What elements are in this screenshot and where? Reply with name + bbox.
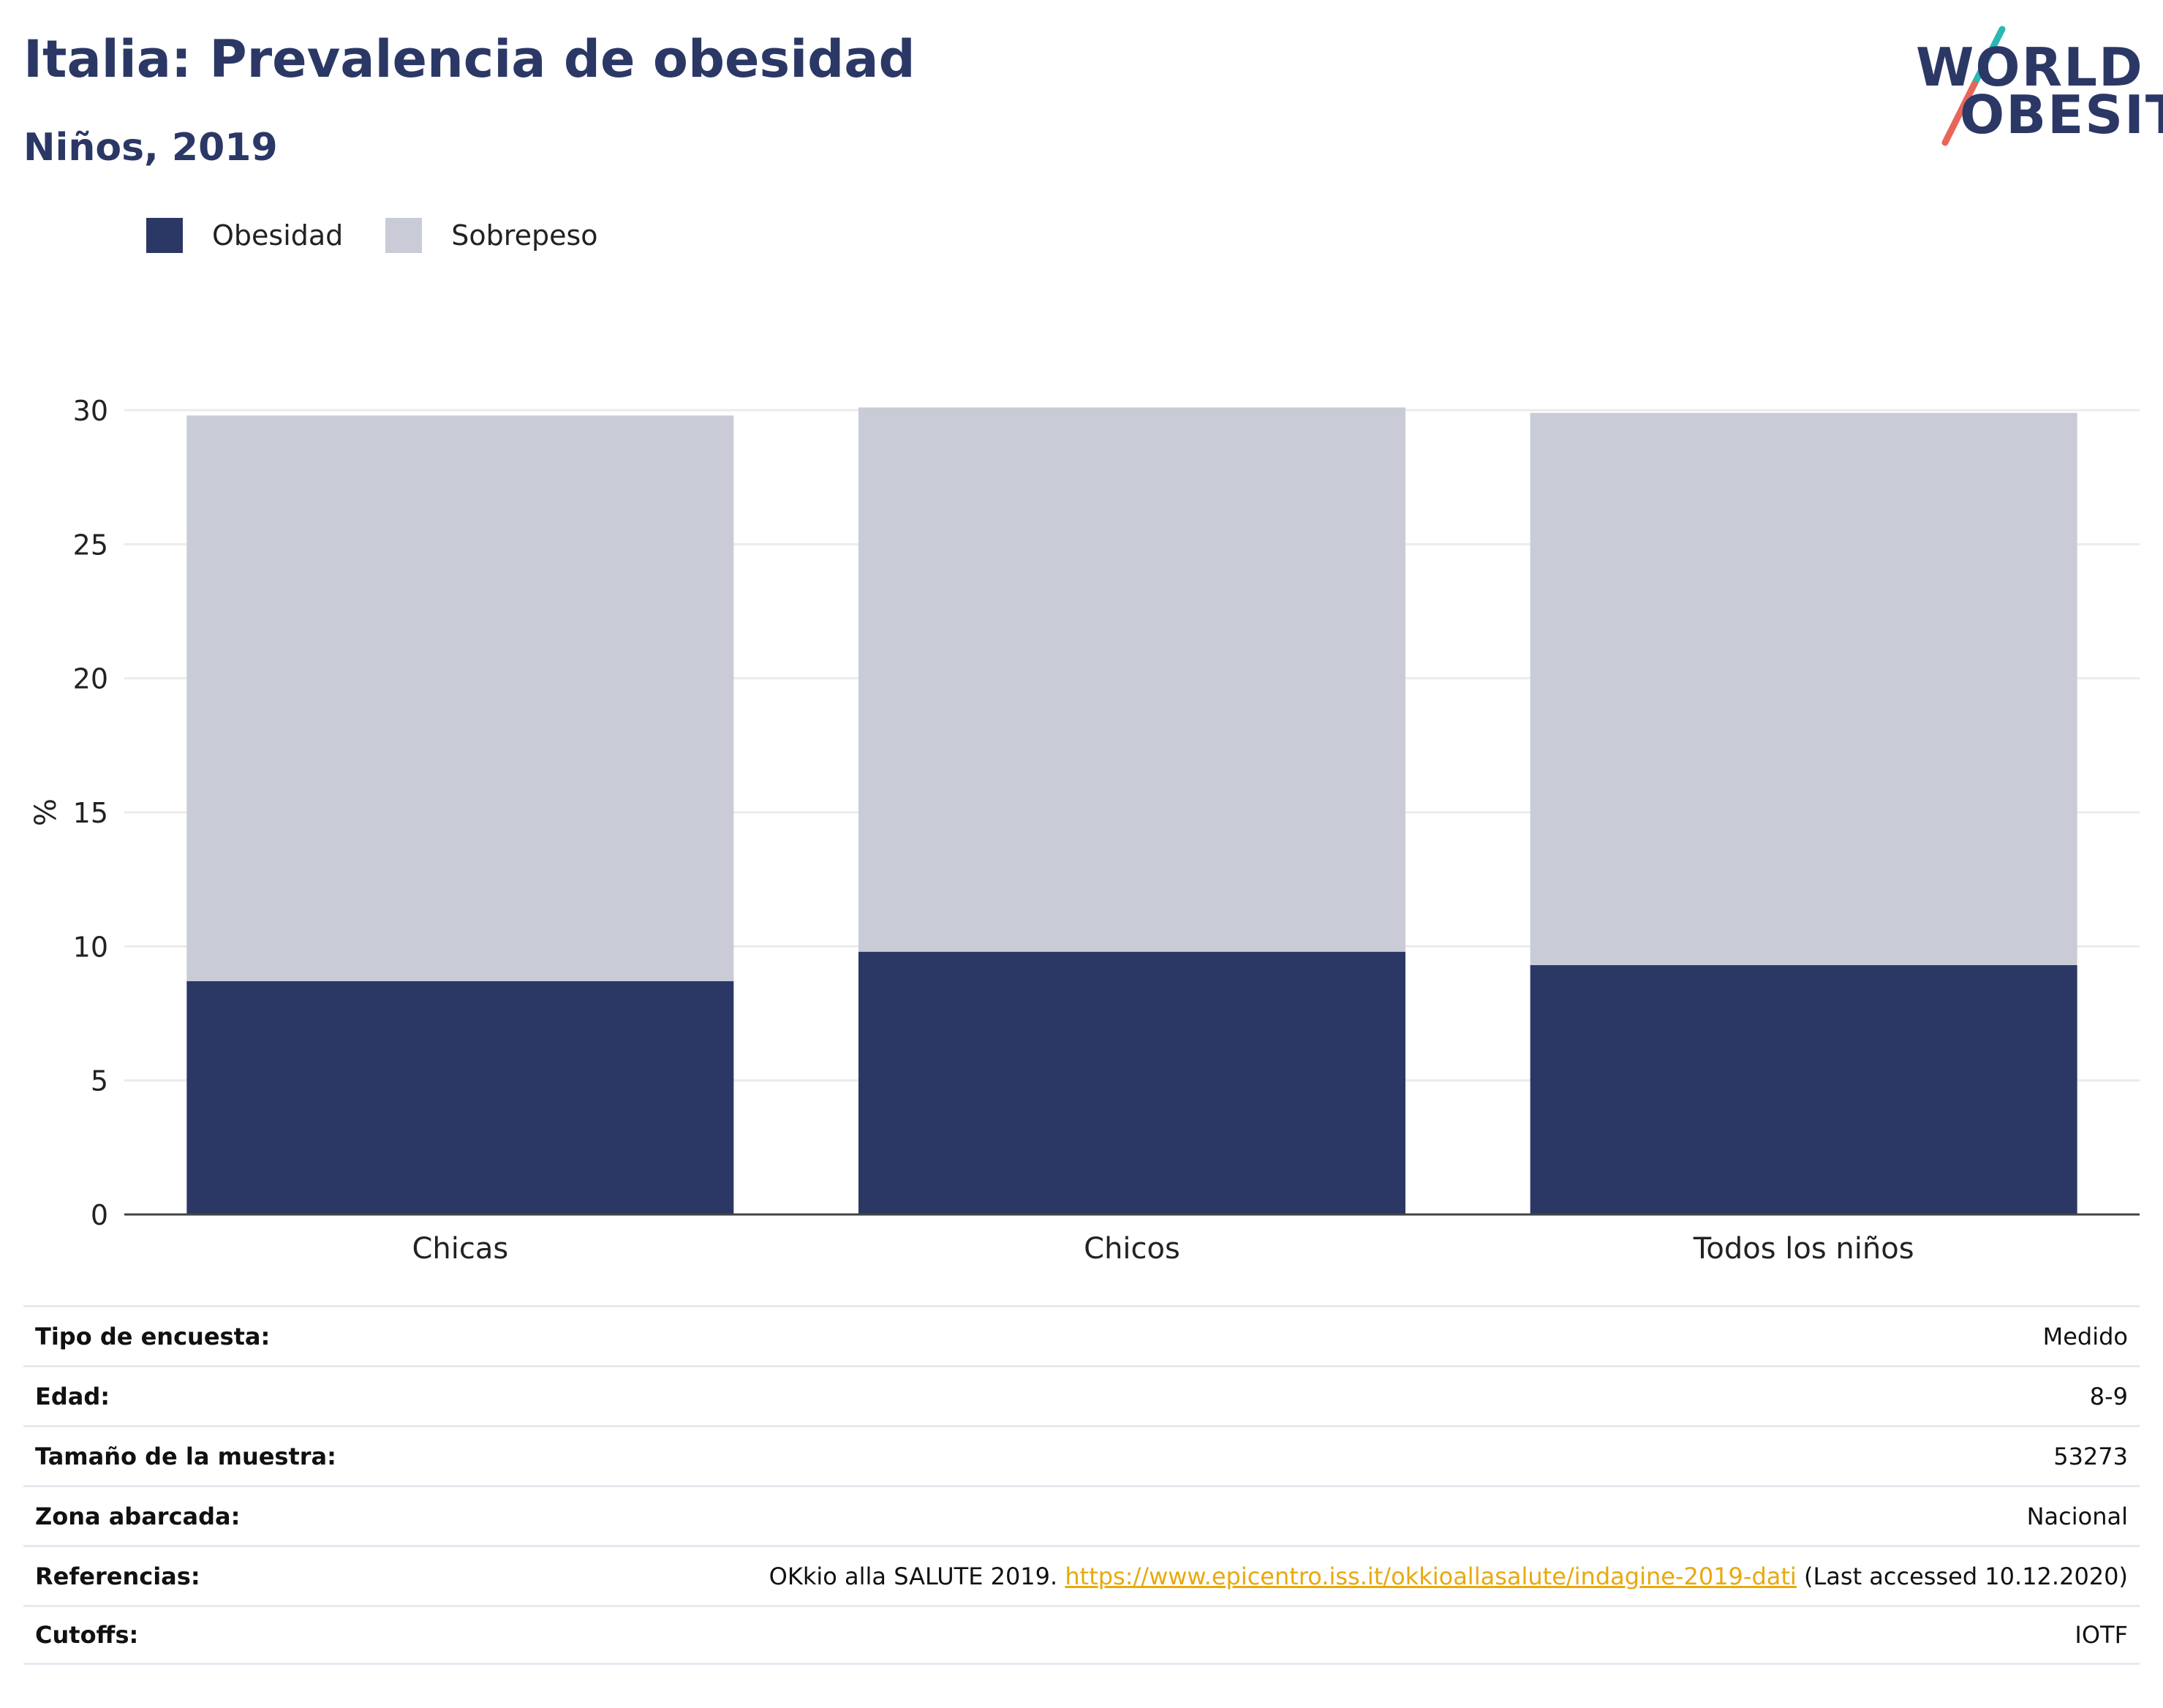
bar-sobrepeso [858, 407, 1405, 952]
x-tick-label: Chicas [412, 1232, 508, 1266]
info-value: 53273 [2053, 1442, 2128, 1470]
info-row-tipo: Tipo de encuesta: Medido [23, 1305, 2140, 1365]
info-key: Edad: [35, 1382, 110, 1410]
info-value: IOTF [2075, 1621, 2128, 1649]
survey-info-table: Tipo de encuesta: Medido Edad: 8-9 Tamañ… [23, 1305, 2140, 1665]
info-key: Zona abarcada: [35, 1502, 241, 1530]
y-tick-label: 15 [73, 797, 108, 829]
bar-obesidad [186, 981, 734, 1214]
bar-sobrepeso [186, 415, 734, 981]
info-row-edad: Edad: 8-9 [23, 1365, 2140, 1425]
y-axis-label: % [29, 798, 63, 826]
info-row-cutoffs: Cutoffs: IOTF [23, 1605, 2140, 1665]
info-key: Tipo de encuesta: [35, 1322, 271, 1350]
chart-title: Italia: Prevalencia de obesidad [23, 29, 916, 89]
legend-label-sobrepeso: Sobrepeso [451, 219, 598, 252]
logo-text-obesity: OBESITY [1960, 84, 2163, 146]
info-row-referencias: Referencias: OKkio alla SALUTE 2019. htt… [23, 1545, 2140, 1605]
legend-item-sobrepeso[interactable]: Sobrepeso [385, 218, 598, 253]
x-tick-label: Todos los niños [1693, 1232, 1914, 1266]
reference-prefix: OKkio alla SALUTE 2019. [769, 1562, 1065, 1590]
y-tick-label: 0 [91, 1199, 108, 1231]
info-key: Tamaño de la muestra: [35, 1442, 336, 1470]
x-tick-label: Chicos [1084, 1232, 1180, 1266]
info-key: Referencias: [35, 1562, 200, 1590]
legend-item-obesidad[interactable]: Obesidad [146, 218, 343, 253]
legend-swatch-obesidad [146, 218, 183, 253]
y-tick-label: 20 [73, 663, 108, 695]
reference-suffix: (Last accessed 10.12.2020) [1796, 1562, 2128, 1590]
info-value: Nacional [2026, 1502, 2128, 1530]
info-row-muestra: Tamaño de la muestra: 53273 [23, 1425, 2140, 1485]
chart-legend: Obesidad Sobrepeso [146, 218, 641, 253]
bar-obesidad [1530, 965, 2077, 1214]
y-tick-label: 30 [73, 395, 108, 427]
logo-text-world: WORLD [1916, 37, 2144, 98]
legend-label-obesidad: Obesidad [212, 219, 344, 252]
y-tick-label: 10 [73, 931, 108, 963]
reference-link[interactable]: https://www.epicentro.iss.it/okkioallasa… [1065, 1562, 1797, 1590]
legend-swatch-sobrepeso [385, 218, 423, 253]
bar-sobrepeso [1530, 412, 2077, 965]
chart-subtitle: Niños, 2019 [23, 126, 278, 170]
info-row-zona: Zona abarcada: Nacional [23, 1485, 2140, 1545]
bar-obesidad [858, 951, 1405, 1214]
info-value: 8-9 [2089, 1382, 2128, 1410]
info-value: Medido [2042, 1322, 2128, 1350]
info-key: Cutoffs: [35, 1621, 139, 1649]
y-tick-label: 5 [91, 1065, 108, 1097]
logo-slash-icon [1941, 26, 2006, 146]
stacked-bar-chart: 0 5 10 15 20 25 30 Chicas Chicos Todos los niños% [29, 395, 2140, 1266]
info-value-reference: OKkio alla SALUTE 2019. https://www.epic… [769, 1562, 2128, 1590]
world-obesity-logo: WORLD OBESITY [1901, 22, 2163, 154]
y-tick-label: 25 [73, 529, 108, 561]
